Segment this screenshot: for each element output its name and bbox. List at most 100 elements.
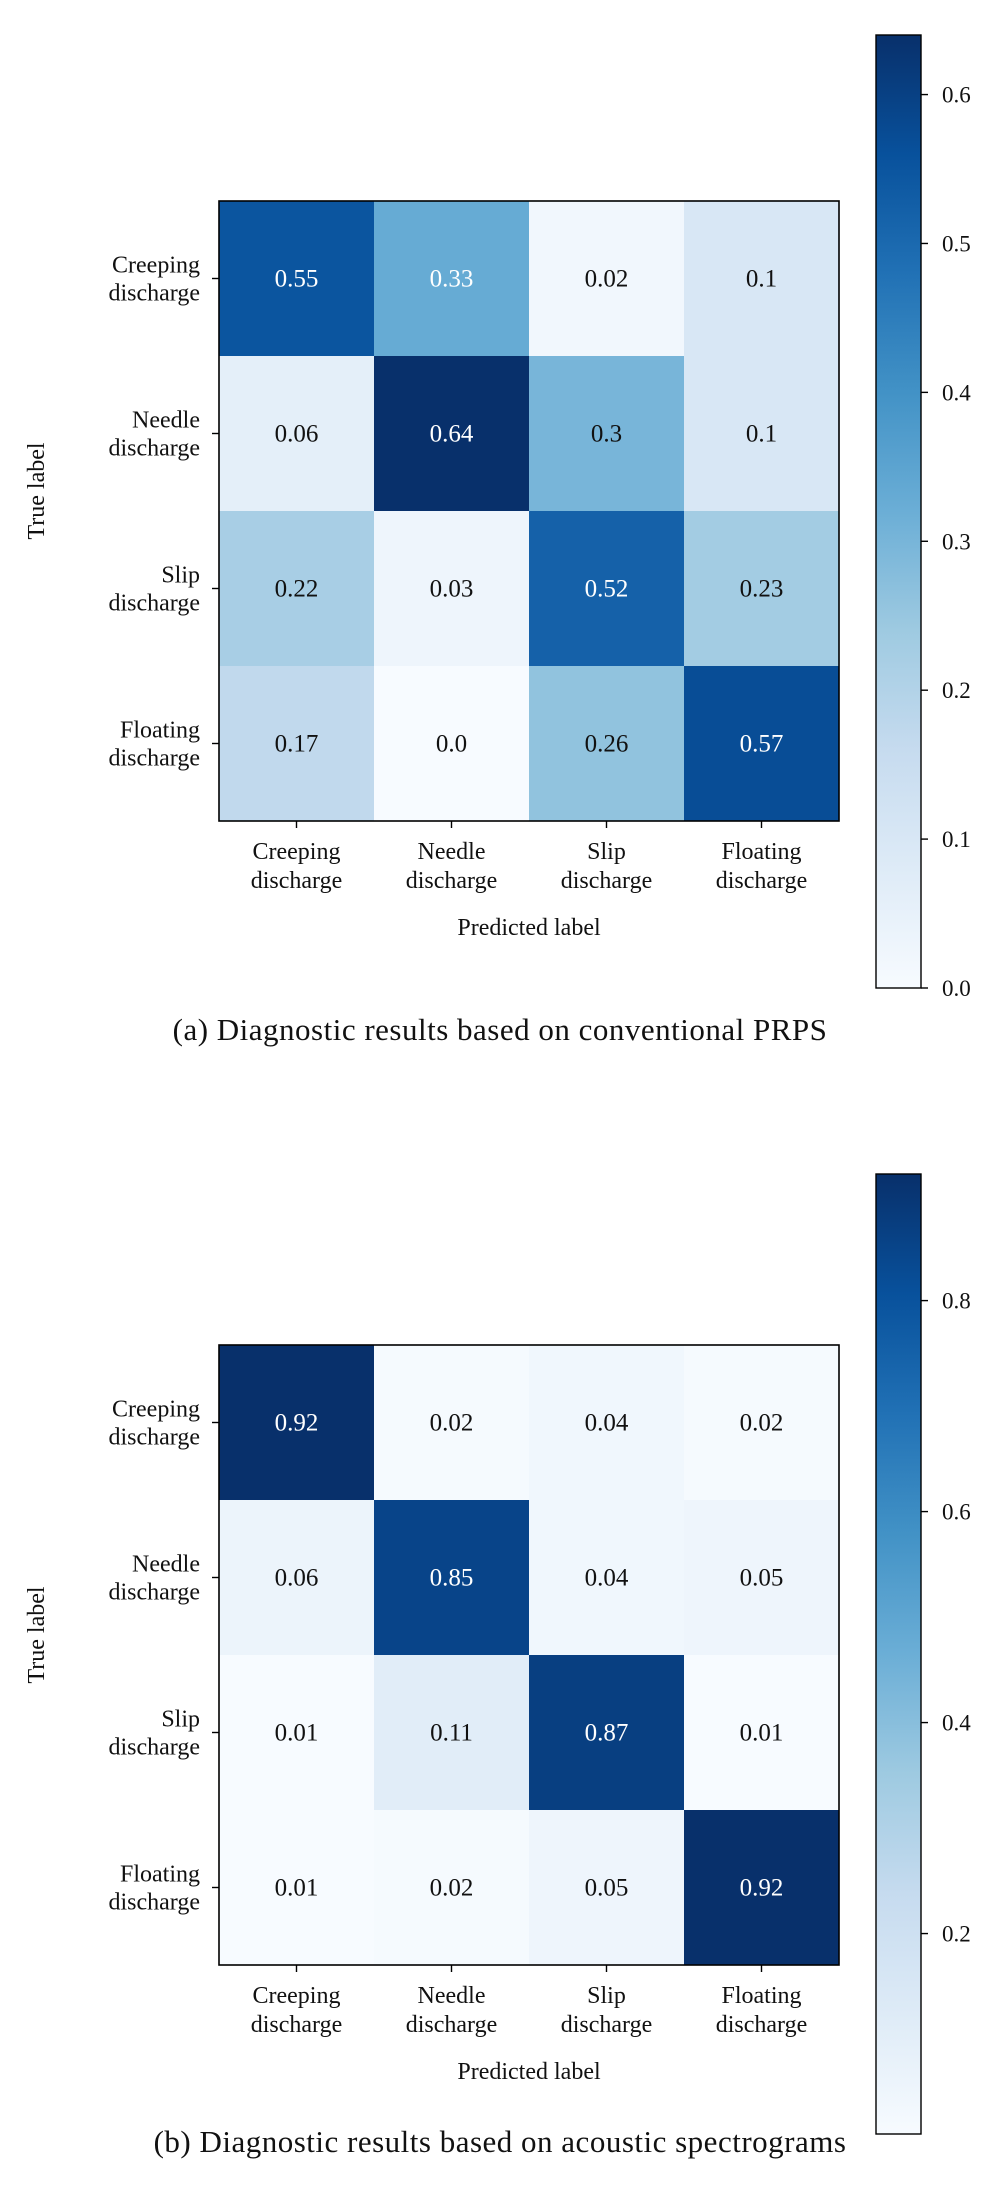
heatmap-cell-r3-c1 [374,1810,529,1965]
x-tick-label-1-line-0: Needle [418,839,486,865]
heatmap-cell-r2-c0 [219,1655,374,1810]
cell-value-r0-c0: 0.92 [275,1410,319,1437]
cell-value-r2-c2: 0.52 [585,576,629,603]
y-axis-label: True label [24,1586,50,1683]
colorbar-tick-label-2: 0.6 [942,1500,971,1525]
heatmap-cell-r3-c0 [219,666,374,821]
cell-value-r3-c1: 0.0 [436,731,467,758]
heatmap-cell-r2-c2 [529,511,684,666]
cell-value-r3-c3: 0.57 [740,731,784,758]
x-tick-label-0-line-1: discharge [251,2012,343,2038]
y-tick-label-2-line-0: Slip [161,563,200,589]
x-tick-label-0-line-0: Creeping [253,1983,341,2009]
heatmap-cell-r2-c3 [684,1655,839,1810]
y-tick-label-2-line-1: discharge [108,1735,200,1761]
cell-value-r1-c2: 0.3 [591,421,622,448]
x-tick-label-3-line-0: Floating [721,1983,801,2009]
heatmap-cell-r1-c0 [219,1500,374,1655]
cell-value-r1-c3: 0.1 [746,421,777,448]
figure-caption: (b) Diagnostic results based on acoustic… [154,2124,847,2159]
heatmap-cell-r0-c0 [219,201,374,356]
heatmap-cell-r3-c3 [684,666,839,821]
x-tick-label-1-line-1: discharge [406,2012,498,2038]
y-tick-label-2-line-1: discharge [108,591,200,617]
x-tick-label-2-line-1: discharge [561,2012,653,2038]
heatmap-cell-r1-c2 [529,1500,684,1655]
cell-value-r0-c1: 0.02 [430,1410,474,1437]
heatmap-cell-r1-c3 [684,1500,839,1655]
cell-value-r2-c0: 0.22 [275,576,319,603]
panel-a: 0.55 0.33 0.02 0.1 0.06 0.64 0.3 0.1 0.22 0.03 0.5… [24,34,971,1047]
heatmap-cell-r3-c1 [374,666,529,821]
y-tick-label-0-line-0: Creeping [112,1397,200,1423]
cell-value-r3-c3: 0.92 [740,1875,784,1902]
y-tick-label-0-line-0: Creeping [112,253,200,279]
y-axis-label: True label [24,442,50,539]
heatmap-cell-r0-c2 [529,1345,684,1500]
x-tick-label-0-line-0: Creeping [253,839,341,865]
cell-value-r2-c2: 0.87 [585,1720,629,1747]
cell-value-r2-c3: 0.23 [740,576,784,603]
x-tick-label-0-line-1: discharge [251,868,343,894]
cell-value-r0-c3: 0.02 [740,1410,784,1437]
cell-value-r0-c2: 0.02 [585,266,629,293]
heatmap-cell-r0-c1 [374,1345,529,1500]
heatmap-cell-r2-c3 [684,511,839,666]
heatmap-cell-r1-c1 [374,356,529,511]
colorbar-tick-label-0: 0.0 [942,976,971,1001]
x-axis-label: Predicted label [457,2059,601,2085]
y-tick-label-0-line-1: discharge [108,1425,200,1451]
cell-value-r2-c0: 0.01 [275,1720,319,1747]
colorbar-tick-label-1: 0.4 [942,1711,971,1736]
colorbar-tick-label-3: 0.3 [942,529,971,554]
cell-value-r0-c3: 0.1 [746,266,777,293]
x-tick-label-3-line-1: discharge [716,868,808,894]
colorbar-tick-label-4: 0.4 [942,380,971,405]
y-tick-label-3-line-1: discharge [108,1890,200,1916]
x-tick-label-2-line-0: Slip [587,1983,626,2009]
heatmap-cell-r1-c0 [219,356,374,511]
colorbar-tick-label-6: 0.6 [942,83,971,108]
cell-value-r3-c2: 0.05 [585,1875,629,1902]
cell-value-r1-c3: 0.05 [740,1565,784,1592]
heatmap-cell-r3-c2 [529,666,684,821]
y-tick-label-3-line-0: Floating [120,718,200,744]
heatmap-cell-r2-c1 [374,511,529,666]
cell-value-r2-c1: 0.11 [430,1720,473,1747]
colorbar-tick-label-5: 0.5 [942,231,971,256]
heatmap-cell-r3-c2 [529,1810,684,1965]
y-tick-label-1-line-1: discharge [108,436,200,462]
cell-value-r0-c2: 0.04 [585,1410,629,1437]
y-tick-label-1-line-0: Needle [132,408,200,434]
cell-value-r2-c1: 0.03 [430,576,474,603]
heatmap-cell-r0-c3 [684,201,839,356]
colorbar-tick-label-3: 0.8 [942,1289,971,1314]
heatmap-cell-r3-c3 [684,1810,839,1965]
x-tick-label-2-line-0: Slip [587,839,626,865]
heatmap-cell-r1-c2 [529,356,684,511]
heatmap-cell-r0-c1 [374,201,529,356]
y-tick-label-1-line-0: Needle [132,1552,200,1578]
colorbar-tick-label-2: 0.2 [942,678,971,703]
cell-value-r0-c1: 0.33 [430,266,474,293]
heatmap-cell-r2-c2 [529,1655,684,1810]
cell-value-r1-c1: 0.64 [430,421,474,448]
heatmap-cell-r2-c1 [374,1655,529,1810]
cell-value-r0-c0: 0.55 [275,266,319,293]
colorbar [875,34,922,989]
heatmap-frame [218,200,840,822]
heatmap-cell-r0-c2 [529,201,684,356]
colorbar-tick-label-1: 0.1 [942,827,971,852]
panel-b: 0.92 0.02 0.04 0.02 0.06 0.85 0.04 0.05 0.01 0.11… [24,1173,971,2159]
cell-value-r3-c0: 0.17 [275,731,319,758]
x-tick-label-2-line-1: discharge [561,868,653,894]
heatmap-cell-r3-c0 [219,1810,374,1965]
x-tick-label-3-line-0: Floating [721,839,801,865]
y-tick-label-3-line-0: Floating [120,1862,200,1888]
heatmap-cell-r1-c1 [374,1500,529,1655]
y-tick-label-0-line-1: discharge [108,281,200,307]
figure-caption: (a) Diagnostic results based on conventi… [173,1012,828,1047]
heatmap-cell-r0-c0 [219,1345,374,1500]
cell-value-r2-c3: 0.01 [740,1720,784,1747]
